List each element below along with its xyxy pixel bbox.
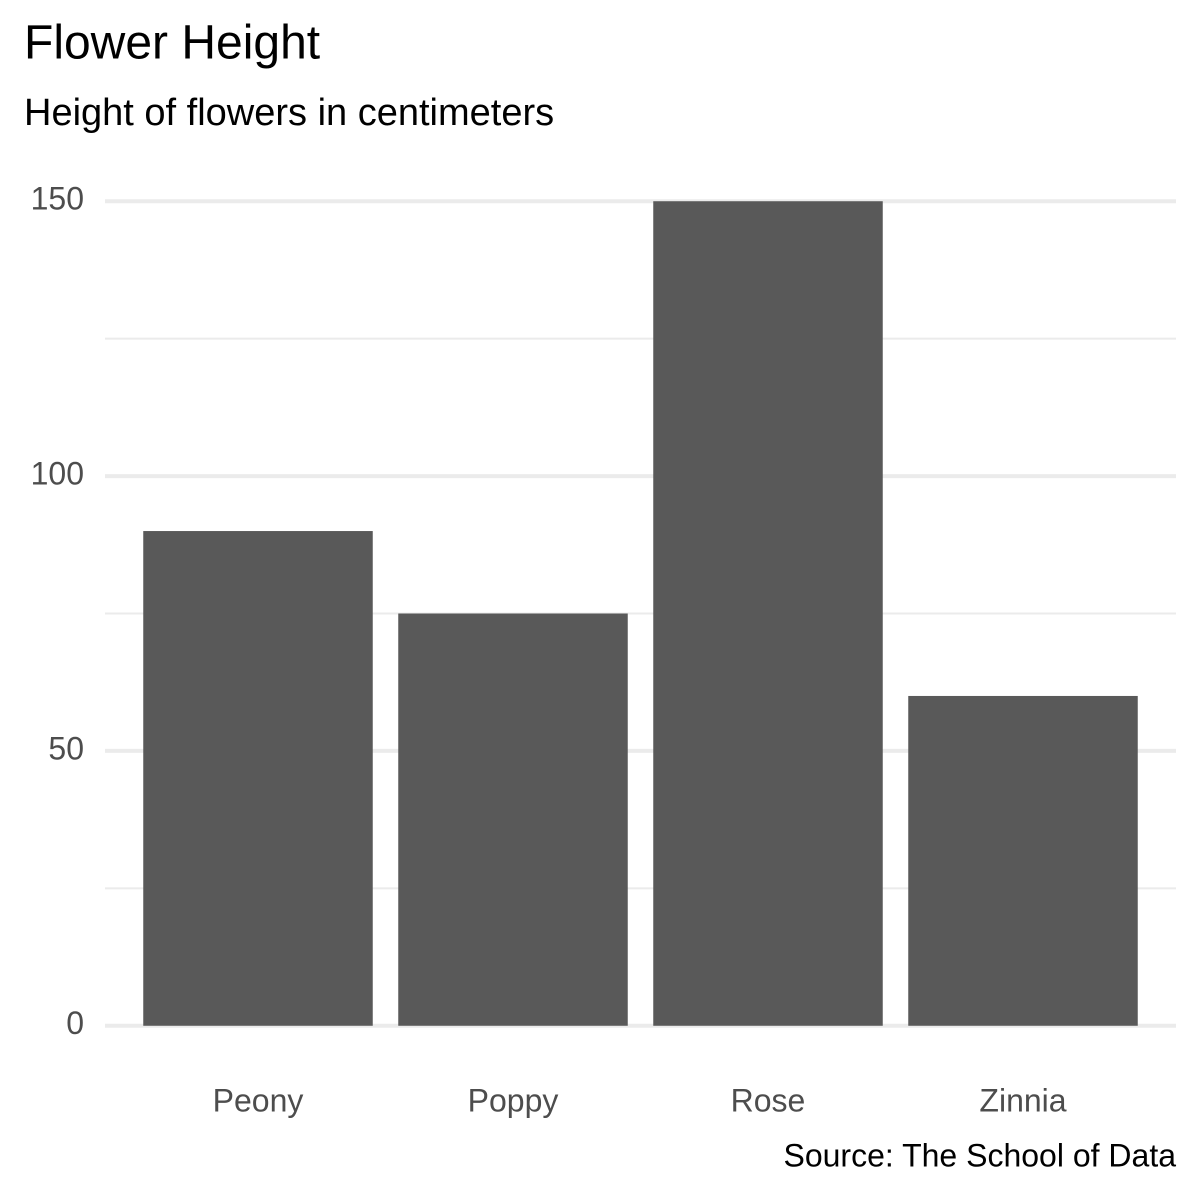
x-tick-label: Peony (213, 1082, 304, 1118)
y-tick-label: 0 (66, 1005, 84, 1041)
y-tick-label: 50 (48, 730, 84, 766)
bar (143, 531, 373, 1026)
x-tick-label: Zinnia (979, 1082, 1066, 1118)
y-tick-label: 150 (31, 181, 84, 217)
bar (653, 201, 883, 1026)
chart-title: Flower Height (24, 17, 320, 70)
x-tick-label: Rose (731, 1082, 806, 1118)
x-tick-label: Poppy (468, 1082, 559, 1118)
caption: Source: The School of Data (783, 1137, 1176, 1173)
y-tick-label: 100 (31, 456, 84, 492)
bar (908, 695, 1138, 1026)
chart-subtitle: Height of flowers in centimeters (24, 92, 554, 134)
bar (398, 613, 628, 1026)
